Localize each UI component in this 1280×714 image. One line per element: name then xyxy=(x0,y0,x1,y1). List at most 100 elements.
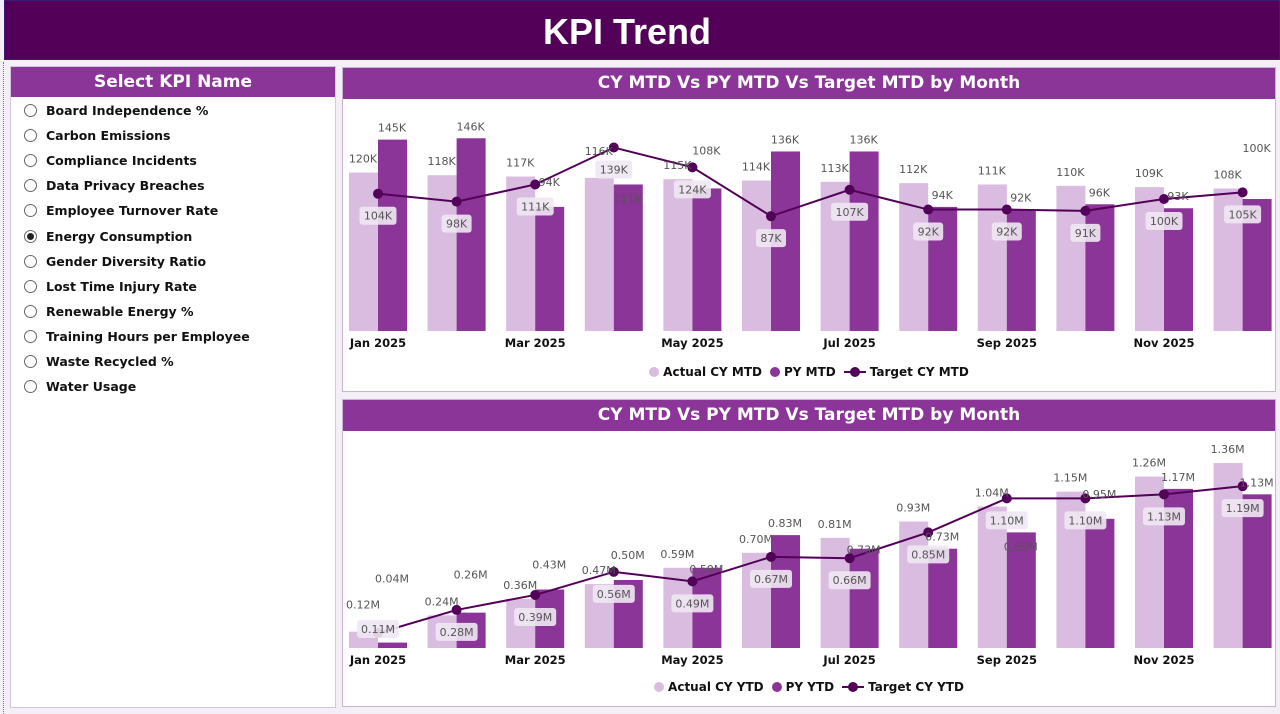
radio-button[interactable] xyxy=(24,229,37,243)
kpi-list: Board Independence % Carbon Emissions Comp… xyxy=(11,97,335,399)
radio-button[interactable] xyxy=(24,254,37,268)
legend-label: Actual CY YTD xyxy=(668,680,764,694)
data-label-actual: 117K xyxy=(506,157,535,170)
data-label-py: 108K xyxy=(692,144,721,157)
radio-button[interactable] xyxy=(24,279,37,293)
data-label-py: 111K xyxy=(614,192,643,205)
data-label-actual: 120K xyxy=(349,153,378,166)
data-label-py: 0.95M xyxy=(1082,488,1116,501)
data-label-target-group: 0.56M xyxy=(592,584,635,603)
data-label-py-group: 0.59M xyxy=(689,563,723,576)
target-line xyxy=(377,485,1243,634)
legend-label: Target CY YTD xyxy=(868,680,964,694)
radio-button[interactable] xyxy=(24,329,37,343)
target-point xyxy=(608,142,619,153)
legend-dot-icon xyxy=(649,367,660,377)
kpi-option[interactable]: Renewable Energy % xyxy=(11,299,335,324)
data-label-actual-group: 113K xyxy=(820,162,849,175)
kpi-option[interactable]: Data Privacy Breaches xyxy=(11,173,335,198)
data-label-target: 1.13M xyxy=(1147,510,1181,523)
kpi-option[interactable]: Board Independence % xyxy=(11,98,335,123)
data-label-py: 94K xyxy=(932,189,954,202)
radio-button[interactable] xyxy=(24,129,37,143)
kpi-option[interactable]: Lost Time Injury Rate xyxy=(11,274,335,299)
line-layer xyxy=(373,142,1248,222)
data-label-py-group: 93K xyxy=(1167,190,1189,203)
target-label-box xyxy=(1064,511,1107,530)
kpi-option-label: Energy Consumption xyxy=(46,228,193,244)
kpi-option[interactable]: Energy Consumption xyxy=(11,223,335,248)
data-label-actual: 1.15M xyxy=(1053,472,1087,485)
page-header: KPI Trend xyxy=(4,0,1280,60)
legend-py[interactable]: PY MTD xyxy=(770,365,836,379)
data-label-actual-group: 1.15M xyxy=(1053,472,1087,485)
legend-target[interactable]: Target CY YTD xyxy=(842,680,964,694)
bar-actual xyxy=(977,184,1007,331)
data-label-actual: 112K xyxy=(899,163,928,176)
bars-layer xyxy=(349,138,1272,331)
data-label-target: 124K xyxy=(678,183,707,196)
data-label-target: 0.67M xyxy=(754,573,788,586)
bar-actual xyxy=(742,552,771,648)
bars-layer xyxy=(349,463,1272,648)
data-label-target: 92K xyxy=(918,226,940,239)
kpi-option[interactable]: Compliance Incidents xyxy=(11,148,335,173)
legend-label: PY YTD xyxy=(785,680,835,694)
mtd-chart-panel: CY MTD Vs PY MTD Vs Target MTD by Month … xyxy=(342,67,1276,392)
legend-target[interactable]: Target CY MTD xyxy=(843,365,969,379)
data-label-target: 0.66M xyxy=(833,574,867,587)
data-label-actual: 114K xyxy=(742,161,771,174)
x-tick-label: Sep 2025 xyxy=(977,653,1037,667)
radio-button[interactable] xyxy=(24,179,37,193)
target-label-box xyxy=(828,571,871,590)
data-label-target: 0.56M xyxy=(597,588,631,601)
radio-button[interactable] xyxy=(24,380,37,394)
data-label-actual-group: 1.26M xyxy=(1132,457,1166,470)
data-label-actual-group: 109K xyxy=(1135,167,1164,180)
data-label-target: 0.28M xyxy=(440,626,474,639)
kpi-option-label: Renewable Energy % xyxy=(46,303,194,319)
data-label-py: 100K xyxy=(1242,142,1271,155)
bar-actual xyxy=(977,506,1007,648)
kpi-option[interactable]: Water Usage xyxy=(11,374,335,399)
data-label-py: 92K xyxy=(1010,192,1032,205)
target-point xyxy=(687,576,698,587)
legend-actual[interactable]: Actual CY YTD xyxy=(654,680,764,694)
kpi-option[interactable]: Training Hours per Employee xyxy=(11,324,335,349)
kpi-option[interactable]: Gender Diversity Ratio xyxy=(11,249,335,274)
data-label-target-group: 0.28M xyxy=(435,622,478,641)
data-label-py: 1.17M xyxy=(1161,471,1195,484)
kpi-option[interactable]: Employee Turnover Rate xyxy=(11,198,335,223)
kpi-option-label: Water Usage xyxy=(46,379,137,395)
data-label-py: 136K xyxy=(849,133,878,146)
kpi-option-label: Board Independence % xyxy=(46,103,209,119)
legend-label: Actual CY MTD xyxy=(663,365,763,379)
bar-py xyxy=(849,548,879,648)
kpi-option-label: Waste Recycled % xyxy=(46,353,174,369)
data-label-py: 0.83M xyxy=(768,517,802,530)
data-label-py: 136K xyxy=(771,133,800,146)
data-label-target-group: 91K xyxy=(1070,223,1101,242)
radio-button[interactable] xyxy=(24,204,37,218)
mtd-chart-title: CY MTD Vs PY MTD Vs Target MTD by Month xyxy=(343,68,1275,99)
radio-button[interactable] xyxy=(24,304,37,318)
kpi-option[interactable]: Waste Recycled % xyxy=(11,349,335,374)
data-label-py-group: 100K xyxy=(1242,142,1271,155)
target-label-box xyxy=(1145,212,1183,230)
data-label-py-group: 145K xyxy=(378,122,407,135)
bar-actual xyxy=(899,521,929,648)
data-label-target: 104K xyxy=(364,210,393,223)
bar-py xyxy=(378,139,407,331)
radio-button[interactable] xyxy=(24,154,37,168)
x-tick-label: Mar 2025 xyxy=(505,653,566,667)
data-label-actual: 0.59M xyxy=(660,548,694,561)
legend-py[interactable]: PY YTD xyxy=(771,680,835,694)
data-label-target-group: 92K xyxy=(913,222,944,241)
data-label-target-group: 0.85M xyxy=(907,545,950,564)
radio-button[interactable] xyxy=(24,354,37,368)
target-label-box xyxy=(671,594,714,613)
radio-button[interactable] xyxy=(24,104,37,118)
mtd-chart: Jan 2025 Mar 2025 May 2025 Jul 2025 Sep 2025… xyxy=(349,120,1272,350)
legend-actual[interactable]: Actual CY MTD xyxy=(649,365,762,379)
kpi-option[interactable]: Carbon Emissions xyxy=(11,123,335,148)
